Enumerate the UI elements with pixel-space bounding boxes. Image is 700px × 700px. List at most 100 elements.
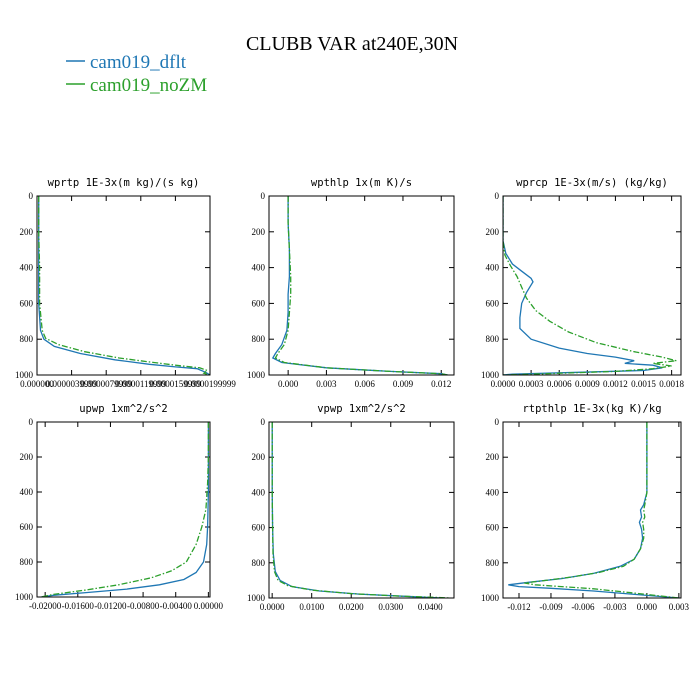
y-tick-label: 0 <box>261 417 266 427</box>
series-line-nozm <box>40 422 210 597</box>
y-tick-label: 800 <box>252 558 266 568</box>
y-tick-label: 1000 <box>15 370 34 380</box>
y-tick-label: 1000 <box>481 593 500 603</box>
x-tick-label: 0.009 <box>393 379 414 389</box>
x-tick-label: -0.01200 <box>94 601 127 611</box>
plot-frame <box>268 195 455 376</box>
plot-frame <box>36 421 211 598</box>
y-tick-label: 800 <box>20 557 34 567</box>
x-tick-label: 0.0000119999 <box>115 379 167 389</box>
y-tick-label: 200 <box>252 452 266 462</box>
panel-4: upwp 1xm^2/s^202004006008001000-0.02000-… <box>15 403 223 611</box>
x-tick-label: -0.009 <box>539 602 563 612</box>
panel-title: vpwp 1xm^2/s^2 <box>317 403 406 415</box>
y-tick-label: 600 <box>20 522 34 532</box>
x-tick-label: -0.003 <box>603 602 627 612</box>
x-tick-label: 0.000000 <box>20 379 54 389</box>
x-tick-label: -0.00400 <box>160 601 193 611</box>
y-tick-label: 200 <box>20 452 34 462</box>
x-tick-label: 0.0300 <box>378 602 403 612</box>
y-tick-label: 1000 <box>247 593 266 603</box>
panel-title: upwp 1xm^2/s^2 <box>79 403 168 415</box>
y-tick-label: 400 <box>252 263 266 273</box>
series-line-nozm <box>274 196 448 375</box>
panel-grid: wprtp 1E-3x(m kg)/(s kg) 0 200 400 600 800 100… <box>15 177 689 612</box>
x-tick-label: 0.003 <box>669 602 690 612</box>
panel-title: wprtp 1E-3x(m kg)/(s kg) <box>48 177 200 189</box>
y-tick-label: 200 <box>20 227 34 237</box>
x-tick-label: 0.0000199999 <box>184 379 236 389</box>
x-tick-label: 0.0015 <box>631 379 656 389</box>
y-tick-label: 400 <box>252 487 266 497</box>
series-line-dflt <box>41 422 210 597</box>
series-line-nozm <box>271 422 451 598</box>
panel-title: wpthlp 1x(m K)/s <box>311 177 412 189</box>
x-tick-label: 0.000 <box>637 602 658 612</box>
series-line-nozm <box>503 196 677 375</box>
y-tick-label: 800 <box>252 334 266 344</box>
y-tick-label: 400 <box>486 487 500 497</box>
x-tick-label: 0.0000159999 <box>150 379 202 389</box>
x-tick-label: 0.000 <box>278 379 299 389</box>
y-tick-label: 400 <box>486 263 500 273</box>
x-tick-label: 0.0400 <box>418 602 443 612</box>
series-line-dflt <box>508 422 679 598</box>
x-tick-label: 0.0200 <box>339 602 364 612</box>
plot-frame <box>268 421 455 599</box>
x-tick-label: 0.0012 <box>603 379 628 389</box>
x-tick-label: -0.00800 <box>127 601 160 611</box>
y-tick-label: 600 <box>252 298 266 308</box>
y-tick-label: 0 <box>495 191 500 201</box>
x-tick-label: 0.00000 <box>194 601 224 611</box>
y-tick-label: 600 <box>486 523 500 533</box>
plot-frame <box>502 195 682 376</box>
y-tick-label: 0 <box>261 191 266 201</box>
x-tick-label: 0.0009 <box>575 379 600 389</box>
y-tick-label: 600 <box>252 523 266 533</box>
y-tick-label: 800 <box>486 334 500 344</box>
x-tick-label: 0.006 <box>355 379 376 389</box>
x-tick-label: -0.012 <box>507 602 530 612</box>
y-tick-label: 800 <box>486 558 500 568</box>
panel-title: rtpthlp 1E-3x(kg K)/kg <box>522 403 661 415</box>
x-tick-label: -0.02000 <box>29 601 62 611</box>
y-tick-label: 1000 <box>481 370 500 380</box>
legend-label-nozm: cam019_noZM <box>90 75 207 96</box>
x-tick-label: 0.0000 <box>491 379 516 389</box>
x-tick-label: 0.0003 <box>519 379 544 389</box>
plot-frame <box>36 195 211 376</box>
series-line-nozm <box>524 422 679 598</box>
panel-6: rtpthlp 1E-3x(kg K)/kg02004006008001000-… <box>481 403 689 612</box>
series-line-dflt <box>38 196 210 375</box>
legend: cam019_dflt cam019_noZM <box>66 52 207 96</box>
panel-3: wprcp 1E-3x(m/s) (kg/kg) 0 200 400 600 800 100… <box>481 177 685 389</box>
panel-2: wpthlp 1x(m K)/s 0 200 400 600 800 1000 0.000 0.… <box>247 177 455 389</box>
figure-title: CLUBB VAR at240E,30N <box>246 33 458 55</box>
legend-label-dflt: cam019_dflt <box>90 52 187 73</box>
x-tick-label: 0.0000039999 <box>46 379 98 389</box>
y-tick-label: 200 <box>486 452 500 462</box>
y-tick-label: 200 <box>486 227 500 237</box>
y-tick-label: 600 <box>20 298 34 308</box>
y-tick-label: 600 <box>486 298 500 308</box>
y-tick-label: 1000 <box>247 370 266 380</box>
y-tick-label: 200 <box>252 227 266 237</box>
x-tick-label: 0.003 <box>316 379 337 389</box>
series-line-dflt <box>271 422 443 598</box>
series-line-dflt <box>503 196 663 375</box>
plot-frame <box>502 421 682 599</box>
x-tick-label: 0.012 <box>431 379 451 389</box>
x-tick-label: 0.0000 <box>260 602 285 612</box>
series-line-dflt <box>271 196 448 375</box>
y-tick-label: 400 <box>20 487 34 497</box>
panel-1: wprtp 1E-3x(m kg)/(s kg) 0 200 400 600 800 100… <box>15 177 236 389</box>
y-tick-label: 800 <box>20 334 34 344</box>
x-tick-label: 0.0006 <box>547 379 572 389</box>
y-tick-label: 400 <box>20 263 34 273</box>
y-tick-label: 0 <box>495 417 500 427</box>
y-tick-label: 0 <box>29 417 34 427</box>
series-line-nozm <box>38 196 210 375</box>
